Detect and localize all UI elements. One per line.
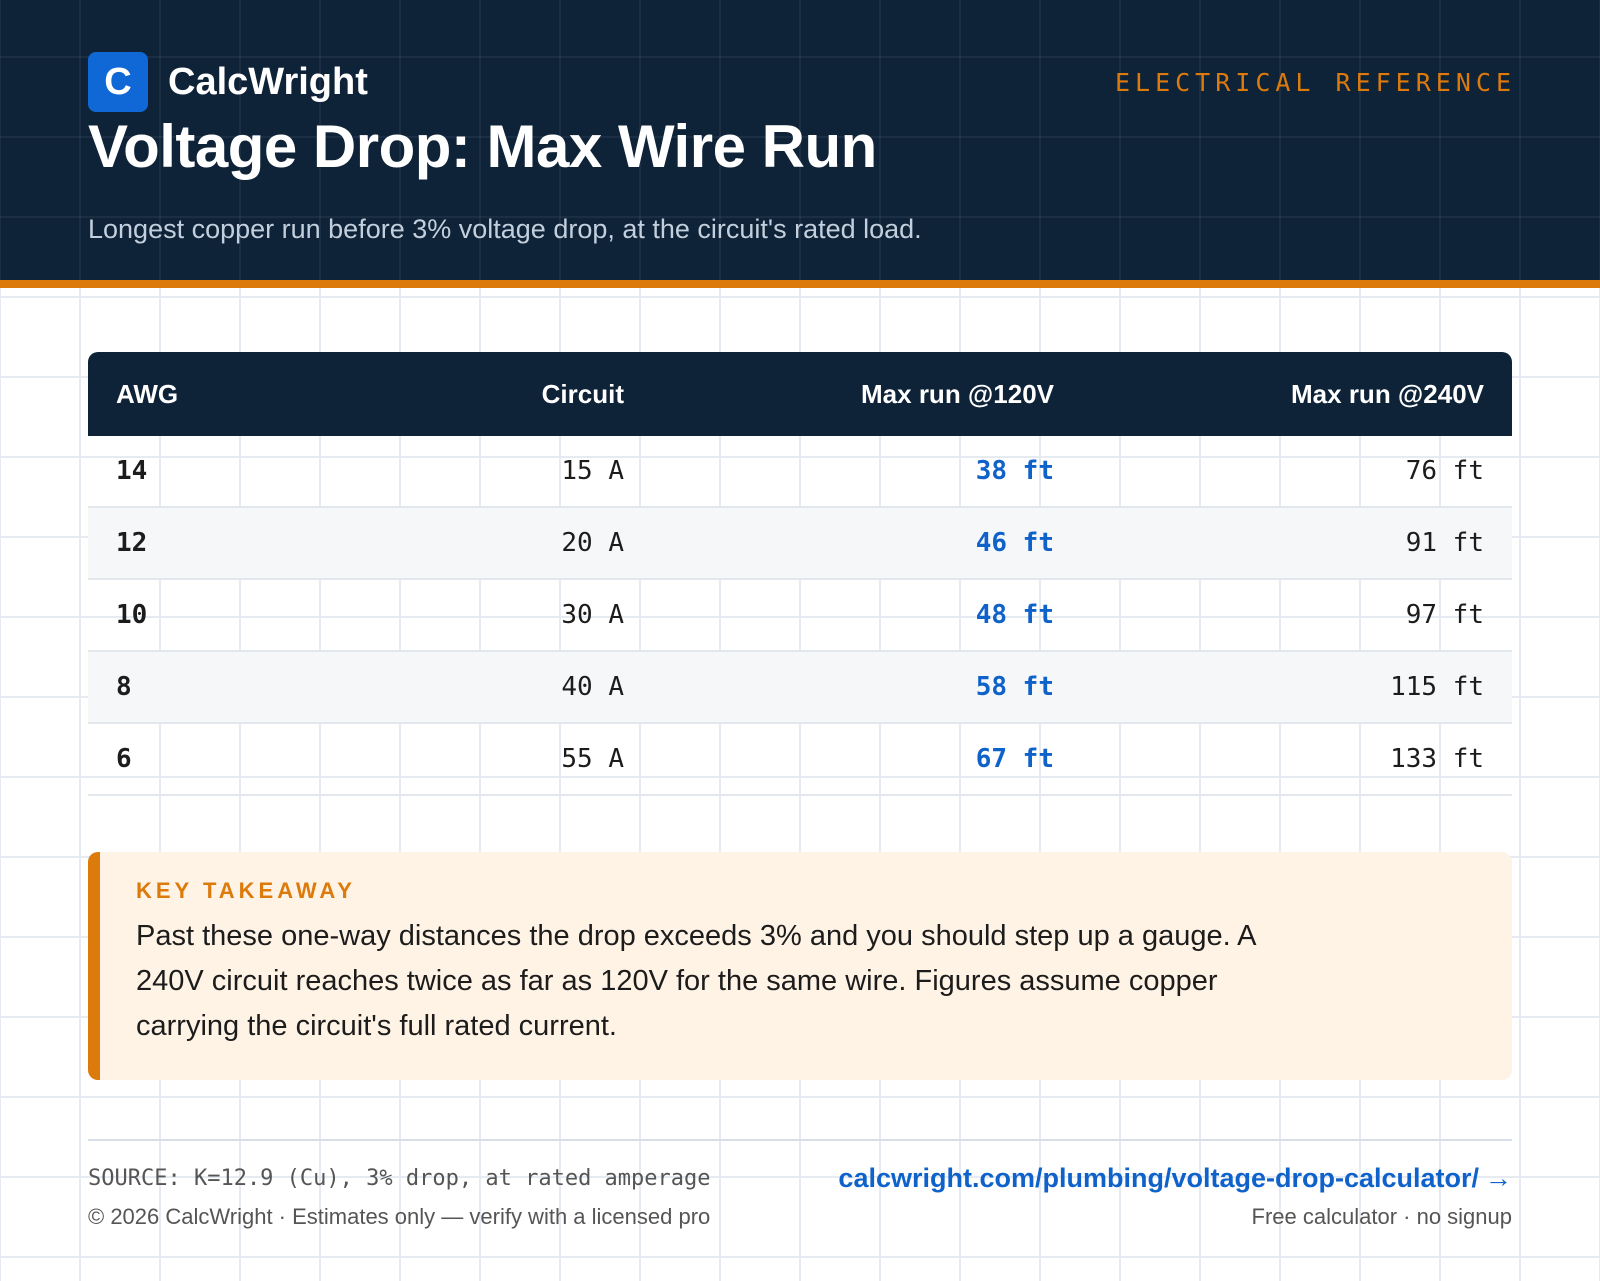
run-240v-cell: 97 ft [1405, 600, 1484, 630]
column-header-awg: AWG [116, 378, 179, 409]
table-row: 14 15 A 38 ft 76 ft [88, 436, 1512, 508]
calculator-link[interactable]: calcwright.com/plumbing/voltage-drop-cal… [838, 1163, 1512, 1194]
table-row: 6 55 A 67 ft 133 ft [88, 724, 1512, 796]
page-subtitle: Longest copper run before 3% voltage dro… [88, 214, 922, 244]
copyright-note: © 2026 CalcWright · Estimates only — ver… [88, 1204, 711, 1229]
logo-icon: C [88, 52, 148, 112]
run-240v-cell: 91 ft [1405, 528, 1484, 558]
awg-cell: 14 [116, 456, 148, 486]
brand: C CalcWright [88, 52, 368, 112]
callout-text: Past these one-way distances the drop ex… [136, 920, 1255, 1042]
wire-run-table: AWG Circuit Max run @120V Max run @240V … [88, 352, 1512, 796]
table-row: 8 40 A 58 ft 115 ft [88, 652, 1512, 724]
awg-cell: 6 [116, 744, 132, 774]
run-120v-cell: 38 ft [975, 456, 1054, 486]
brand-name: CalcWright [168, 60, 368, 103]
column-header-run-240v: Max run @240V [1291, 378, 1484, 409]
circuit-cell: 55 A [561, 744, 624, 774]
column-header-run-120v: Max run @120V [861, 378, 1054, 409]
key-takeaway-callout: KEY TAKEAWAY Past these one-way distance… [88, 852, 1512, 1080]
table-header: AWG Circuit Max run @120V Max run @240V [88, 352, 1512, 436]
awg-cell: 12 [116, 528, 148, 558]
table-body: 14 15 A 38 ft 76 ft 12 20 A 46 ft 91 ft … [88, 436, 1512, 796]
run-120v-cell: 58 ft [975, 672, 1054, 702]
free-calculator-note: Free calculator · no signup [1251, 1204, 1512, 1229]
awg-cell: 8 [116, 672, 132, 702]
run-240v-cell: 115 ft [1390, 672, 1484, 702]
circuit-cell: 40 A [561, 672, 624, 702]
run-240v-cell: 133 ft [1390, 744, 1484, 774]
table-row: 12 20 A 46 ft 91 ft [88, 508, 1512, 580]
callout-label: KEY TAKEAWAY [136, 878, 356, 903]
awg-cell: 10 [116, 600, 148, 630]
header-banner: C CalcWright ELECTRICAL REFERENCE Voltag… [0, 0, 1600, 288]
circuit-cell: 15 A [561, 456, 624, 486]
footer-divider [88, 1139, 1512, 1141]
arrow-right-icon: → [1485, 1163, 1512, 1193]
circuit-cell: 20 A [561, 528, 624, 558]
run-120v-cell: 46 ft [975, 528, 1054, 558]
page-title: Voltage Drop: Max Wire Run [88, 113, 877, 180]
run-240v-cell: 76 ft [1405, 456, 1484, 486]
column-header-circuit: Circuit [541, 378, 624, 409]
source-note: SOURCE: K=12.9 (Cu), 3% drop, at rated a… [88, 1166, 711, 1191]
table-row: 10 30 A 48 ft 97 ft [88, 580, 1512, 652]
run-120v-cell: 48 ft [975, 600, 1054, 630]
circuit-cell: 30 A [561, 600, 624, 630]
run-120v-cell: 67 ft [975, 744, 1054, 774]
section-kicker: ELECTRICAL REFERENCE [1114, 68, 1516, 97]
calculator-link-text[interactable]: calcwright.com/plumbing/voltage-drop-cal… [838, 1163, 1479, 1193]
